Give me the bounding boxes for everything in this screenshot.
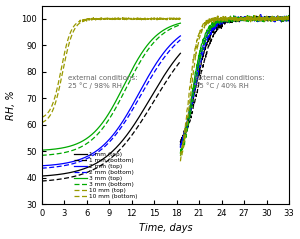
Legend: 1 mm (top), 1 mm (bottom), 2 mm (top), 2 mm (bottom), 3 mm (top), 3 mm (bottom),: 1 mm (top), 1 mm (bottom), 2 mm (top), 2… [74, 152, 138, 199]
X-axis label: Time, days: Time, days [139, 223, 192, 234]
Y-axis label: RH, %: RH, % [6, 90, 16, 120]
Text: external conditions:
25 °C / 40% RH: external conditions: 25 °C / 40% RH [195, 75, 265, 89]
Text: external conditions:
25 °C / 98% RH: external conditions: 25 °C / 98% RH [68, 75, 137, 89]
